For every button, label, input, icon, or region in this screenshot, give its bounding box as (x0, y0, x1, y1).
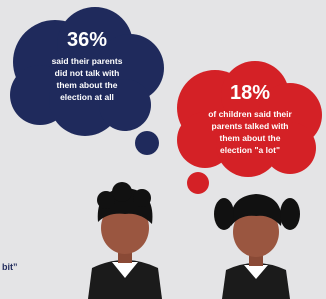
bubble-text-line: them about the (57, 80, 118, 90)
stat: 36% (67, 29, 107, 51)
bubble-text-line: of children said their (208, 109, 292, 119)
bubble-text-line: them about the (220, 133, 281, 143)
bubble-text-line: did not talk with (55, 68, 120, 78)
stat: 18% (230, 82, 270, 104)
footer-fragment: bit” (2, 262, 18, 272)
bubble-text-line: election "a lot" (220, 145, 280, 155)
infographic: 36% said their parents did not talk with t… (0, 0, 326, 299)
bubble-text-line: said their parents (52, 56, 123, 66)
bubble-text-line: parents talked with (212, 121, 289, 131)
bubble-text-line: election at all (60, 92, 114, 102)
